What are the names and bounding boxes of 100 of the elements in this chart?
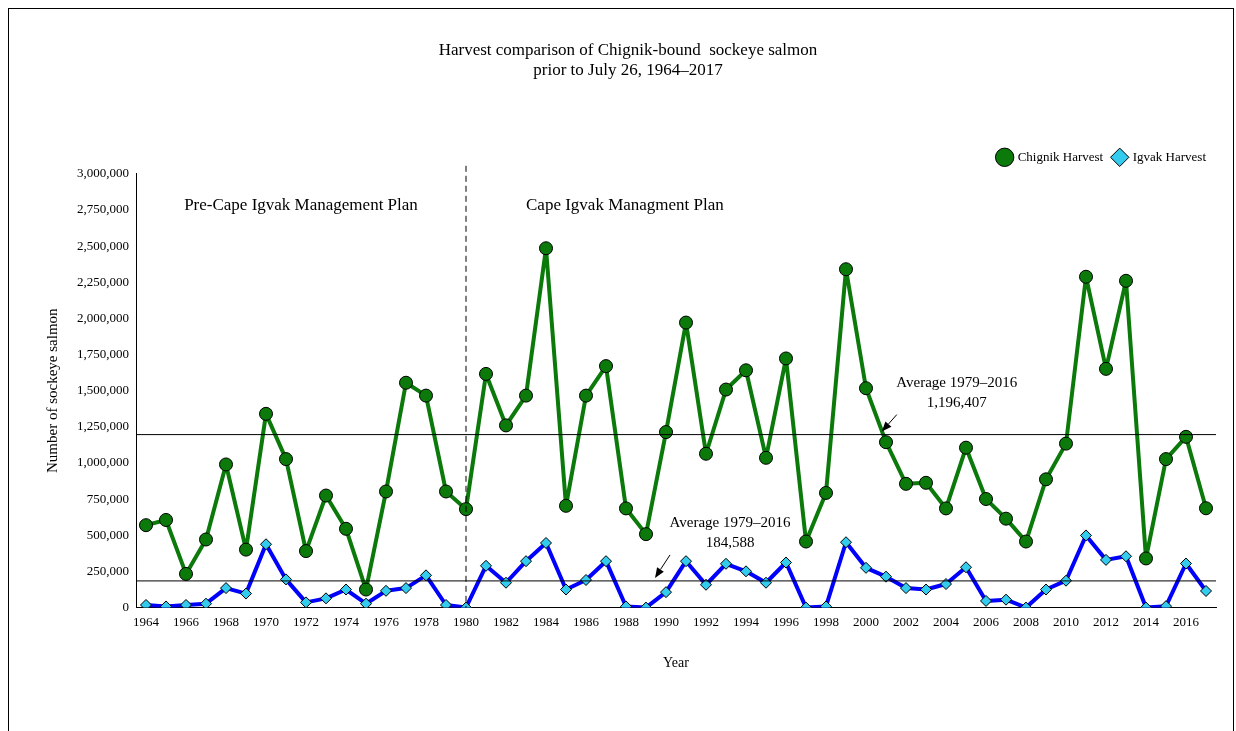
point xyxy=(859,381,873,396)
point xyxy=(599,359,613,374)
point xyxy=(919,475,933,490)
y-tick-label: 2,250,000 xyxy=(77,273,129,289)
point xyxy=(639,527,653,542)
point xyxy=(339,521,353,536)
x-tick-label: 1970 xyxy=(253,613,279,629)
point xyxy=(979,492,993,507)
point xyxy=(159,512,173,527)
point xyxy=(1119,273,1133,288)
ref-line-label: Average 1979–2016 1,196,407 xyxy=(896,373,1018,410)
point xyxy=(359,582,373,597)
point xyxy=(1079,269,1093,284)
x-tick-label: 1988 xyxy=(613,613,639,629)
point xyxy=(219,457,233,472)
annotation: Cape Igvak Managment Plan xyxy=(526,195,725,215)
y-tick-label: 2,500,000 xyxy=(77,237,129,253)
x-tick-label: 1986 xyxy=(573,613,600,629)
x-tick-label: 1978 xyxy=(413,613,439,629)
point xyxy=(1159,452,1173,467)
y-axis-title: Number of sockeye salmon xyxy=(43,307,60,473)
y-tick-label: 2,000,000 xyxy=(77,309,129,325)
annotation: Pre-Cape Igvak Management Plan xyxy=(184,195,419,215)
point xyxy=(199,532,213,547)
point xyxy=(739,363,753,378)
x-axis-title: Year xyxy=(663,655,690,671)
x-tick-label: 2000 xyxy=(853,613,879,629)
point xyxy=(959,440,973,455)
point xyxy=(459,502,473,517)
point xyxy=(1139,551,1153,566)
point xyxy=(1059,436,1073,451)
point xyxy=(239,542,253,557)
x-tick-label: 1972 xyxy=(293,613,319,629)
y-tick-label: 1,000,000 xyxy=(77,454,129,470)
point xyxy=(279,452,293,467)
x-tick-label: 1998 xyxy=(813,613,839,629)
y-tick-label: 1,750,000 xyxy=(77,345,129,361)
point xyxy=(999,511,1013,526)
x-tick-label: 2016 xyxy=(1173,613,1200,629)
x-tick-label: 2002 xyxy=(893,613,919,629)
point xyxy=(179,566,193,581)
x-tick-label: 1966 xyxy=(173,613,200,629)
point xyxy=(1099,361,1113,376)
ref-line-label: Average 1979–2016 184,588 xyxy=(669,513,791,550)
point xyxy=(1039,472,1053,487)
legend-label: Igvak Harvest xyxy=(1132,148,1207,164)
point xyxy=(779,351,793,366)
point xyxy=(299,544,313,559)
point xyxy=(399,375,413,390)
point xyxy=(839,262,853,277)
x-tick-label: 1976 xyxy=(373,613,400,629)
x-tick-label: 2010 xyxy=(1053,613,1079,629)
point xyxy=(1179,429,1193,444)
point xyxy=(559,498,573,513)
x-tick-label: 2004 xyxy=(933,613,960,629)
x-tick-label: 1994 xyxy=(733,613,760,629)
point xyxy=(819,485,833,500)
x-tick-label: 1992 xyxy=(693,613,719,629)
y-tick-label: 750,000 xyxy=(86,490,129,506)
x-tick-label: 1968 xyxy=(213,613,239,629)
y-tick-label: 0 xyxy=(122,599,129,615)
x-tick-label: 1964 xyxy=(133,613,160,629)
point xyxy=(259,406,273,421)
y-tick-label: 1,250,000 xyxy=(77,418,129,434)
point xyxy=(759,450,773,465)
y-tick-label: 250,000 xyxy=(86,562,129,578)
x-tick-label: 1974 xyxy=(333,613,360,629)
point xyxy=(679,315,693,330)
chart-title: Harvest comparison of Chignik-bound sockeye salmon prior to July 26, 1964–2017 xyxy=(438,39,818,80)
point xyxy=(539,241,553,256)
y-tick-label: 1,500,000 xyxy=(77,382,129,398)
point xyxy=(899,476,913,491)
x-tick-label: 2014 xyxy=(1133,613,1160,629)
point xyxy=(519,388,533,403)
point xyxy=(619,501,633,516)
point xyxy=(139,518,153,533)
x-tick-label: 1984 xyxy=(533,613,560,629)
point xyxy=(439,484,453,499)
point xyxy=(719,382,733,397)
y-tick-label: 3,000,000 xyxy=(77,165,129,181)
point xyxy=(799,534,813,549)
point xyxy=(939,501,953,516)
point xyxy=(479,366,493,381)
x-tick-label: 2006 xyxy=(973,613,1000,629)
y-tick-label: 500,000 xyxy=(86,526,129,542)
x-tick-label: 1982 xyxy=(493,613,519,629)
point xyxy=(879,435,893,450)
x-tick-label: 1980 xyxy=(453,613,479,629)
point xyxy=(659,425,673,440)
point xyxy=(1199,501,1213,516)
x-tick-label: 2008 xyxy=(1013,613,1039,629)
point xyxy=(579,388,593,403)
y-tick-label: 2,750,000 xyxy=(77,201,129,217)
point xyxy=(319,488,333,503)
point xyxy=(379,484,393,499)
point xyxy=(499,418,513,433)
point xyxy=(699,446,713,461)
x-tick-label: 1990 xyxy=(653,613,679,629)
x-tick-label: 2012 xyxy=(1093,613,1119,629)
point xyxy=(419,388,433,403)
